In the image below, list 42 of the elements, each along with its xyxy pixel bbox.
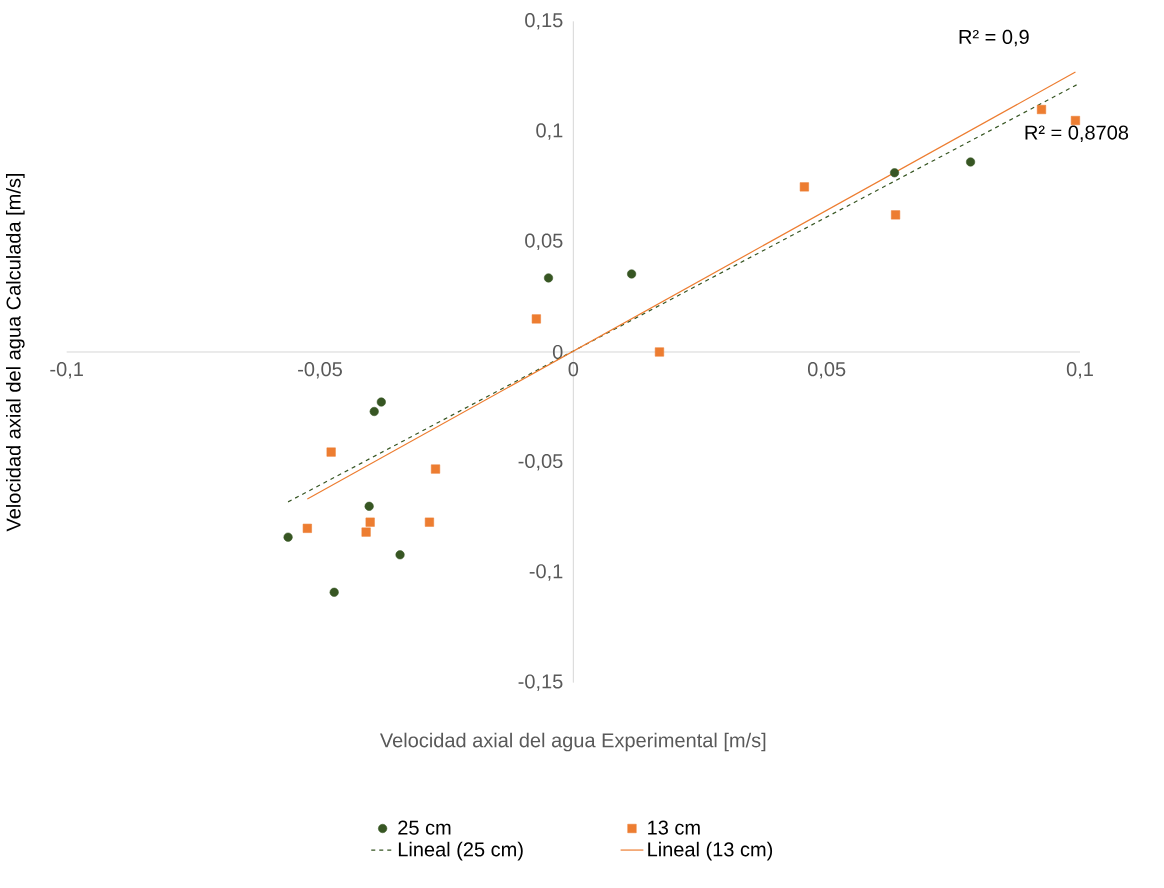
point (1036, 104, 1047, 115)
x-tick-label: -0,05 (298, 362, 342, 379)
legend-label: 13 cm (648, 820, 700, 835)
y-axis-title: Velocidad axial del agua Calculada [m/s] (5, 173, 25, 532)
legend-label: 25 cm (398, 820, 451, 835)
point (369, 406, 379, 417)
point (654, 347, 665, 357)
point (361, 527, 371, 537)
point (430, 464, 441, 474)
point (799, 182, 809, 192)
point (283, 532, 293, 542)
point (395, 550, 405, 560)
y-tick-label: 0,1 (536, 123, 563, 140)
y-tick-label: -0,05 (518, 453, 563, 471)
x-tick-label: 0,05 (807, 362, 846, 379)
point (627, 269, 637, 279)
point (424, 517, 434, 527)
legend-label: Lineal (25 cm) (398, 841, 523, 861)
point (1070, 115, 1080, 126)
x-tick-label: -0,1 (50, 362, 83, 379)
y-tick-label: 0 (552, 344, 563, 360)
annotation: R² = 0,9 (959, 29, 1029, 47)
point (302, 523, 312, 533)
point (891, 210, 901, 220)
x-tick-label: 0 (568, 362, 579, 377)
annotation: R² = 0,8708 (1025, 125, 1129, 143)
point (543, 273, 554, 283)
y-tick-label: -0,15 (518, 674, 563, 691)
point (376, 397, 386, 407)
point (364, 501, 374, 511)
point (329, 587, 339, 597)
x-axis-title: Velocidad axial del agua Experimental [m/s] (379, 732, 766, 752)
legend-label: Lineal (13 cm) (648, 841, 773, 861)
y-tick-label: 0,15 (525, 13, 563, 30)
y-tick-label: -0,1 (529, 564, 563, 581)
point (365, 517, 375, 527)
point (326, 447, 336, 457)
point (531, 314, 541, 324)
x-tick-label: 0,1 (1066, 362, 1093, 379)
y-tick-label: 0,05 (525, 233, 563, 251)
point (966, 157, 976, 167)
point (890, 168, 900, 178)
